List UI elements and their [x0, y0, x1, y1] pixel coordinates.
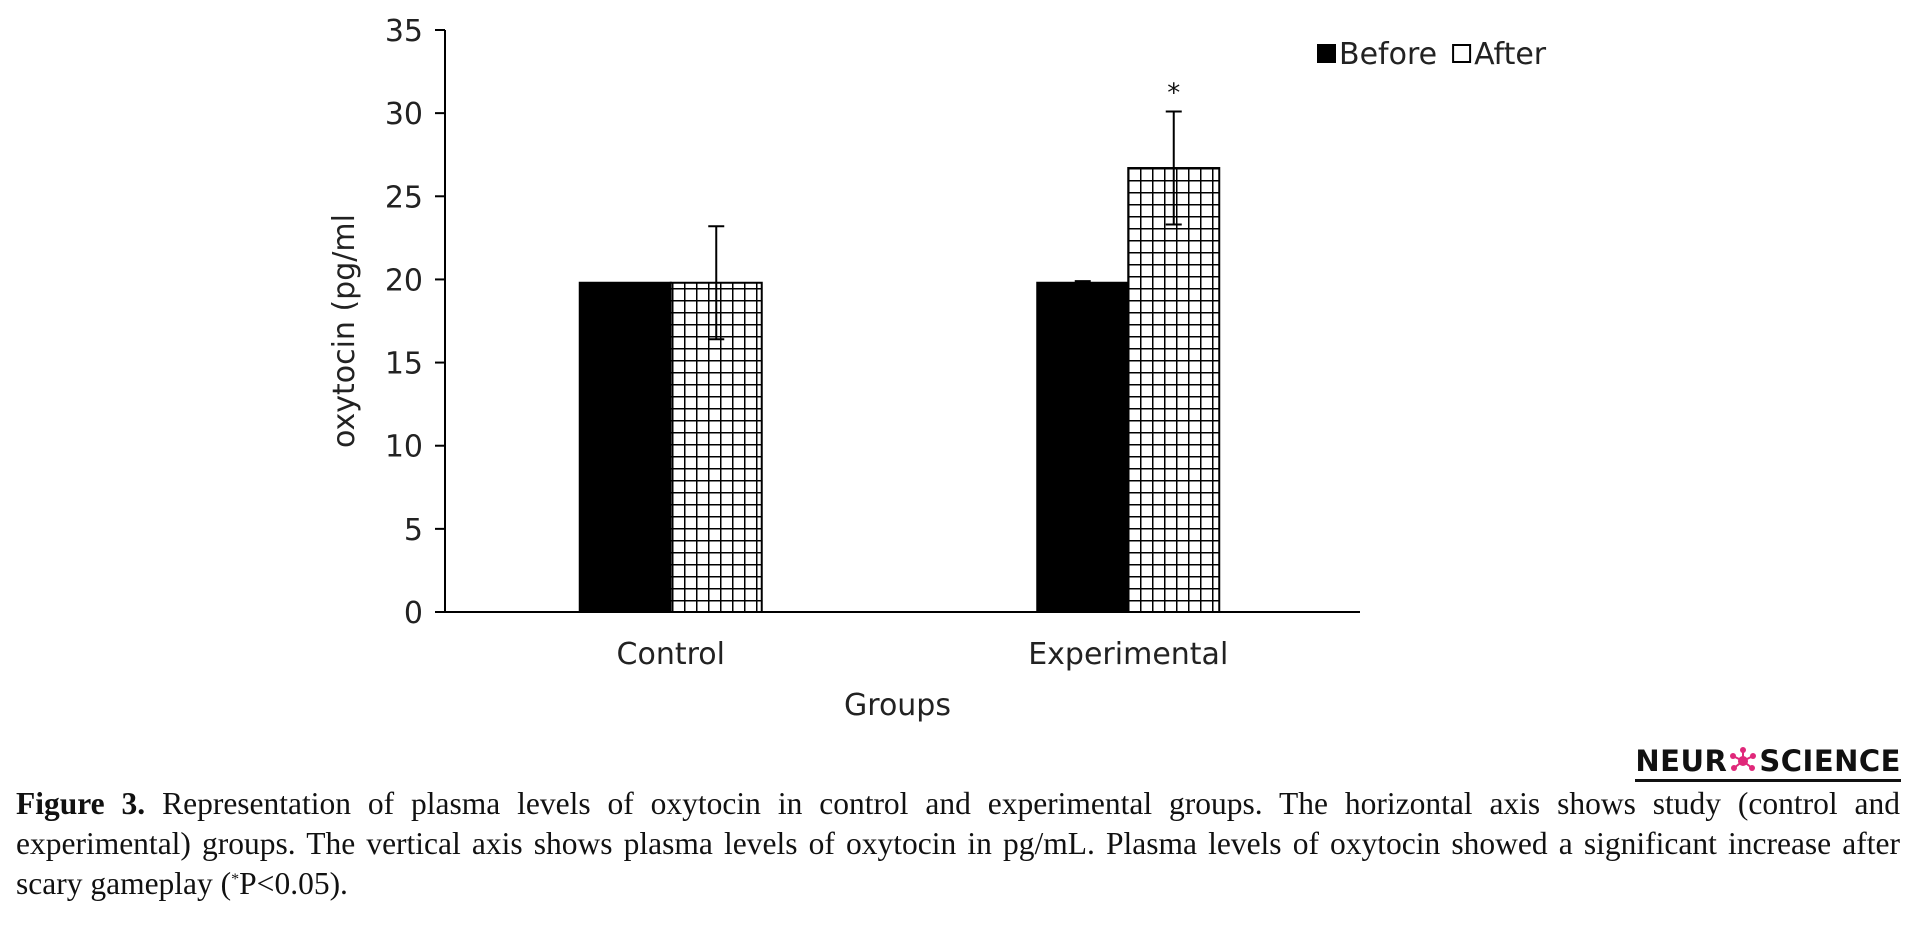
journal-logo: NEUR SCIENCE — [1635, 744, 1901, 782]
y-tick-label: 25 — [385, 180, 423, 215]
y-axis-title: oxytocin (pg/ml — [327, 214, 362, 448]
y-tick-label: 30 — [385, 97, 423, 132]
logo-text-left: NEUR — [1635, 744, 1728, 778]
caption-text: Representation of plasma levels of oxyto… — [16, 786, 1900, 901]
x-axis-title: Groups — [844, 688, 951, 723]
bar-before-experimental — [1036, 281, 1130, 613]
figure-caption: Figure 3. Representation of plasma level… — [16, 784, 1900, 904]
legend-label-after: After — [1474, 37, 1547, 72]
legend-label-before: Before — [1339, 37, 1437, 72]
bar-after-experimental — [1127, 167, 1221, 613]
y-tick-label: 10 — [385, 430, 423, 465]
neuron-icon — [1730, 747, 1757, 771]
legend: Before After — [1317, 37, 1547, 72]
y-tick-label: 20 — [385, 263, 423, 298]
legend-swatch-after — [1452, 44, 1472, 63]
y-tick-label: 0 — [404, 596, 423, 631]
bar-before-control — [578, 281, 672, 613]
x-tick-label: Control — [617, 637, 725, 672]
y-tick-label: 35 — [385, 14, 423, 49]
legend-swatch-before — [1317, 44, 1336, 63]
y-tick-label: 5 — [404, 513, 423, 548]
x-tick-label: Experimental — [1028, 637, 1228, 672]
y-tick-label: 15 — [385, 347, 423, 382]
significance-marker: * — [1167, 78, 1180, 108]
caption-significance-marker: * — [231, 871, 240, 888]
plot-area: 0 5 10 15 20 25 30 35 Control * Experimental — [385, 14, 1360, 672]
chart: 0 5 10 15 20 25 30 35 Control * Experimental Befor… — [327, 14, 1547, 723]
caption-text-end: P<0.05). — [239, 866, 348, 901]
figure-label: Figure 3. — [16, 786, 146, 821]
logo-text-right: SCIENCE — [1759, 744, 1901, 778]
